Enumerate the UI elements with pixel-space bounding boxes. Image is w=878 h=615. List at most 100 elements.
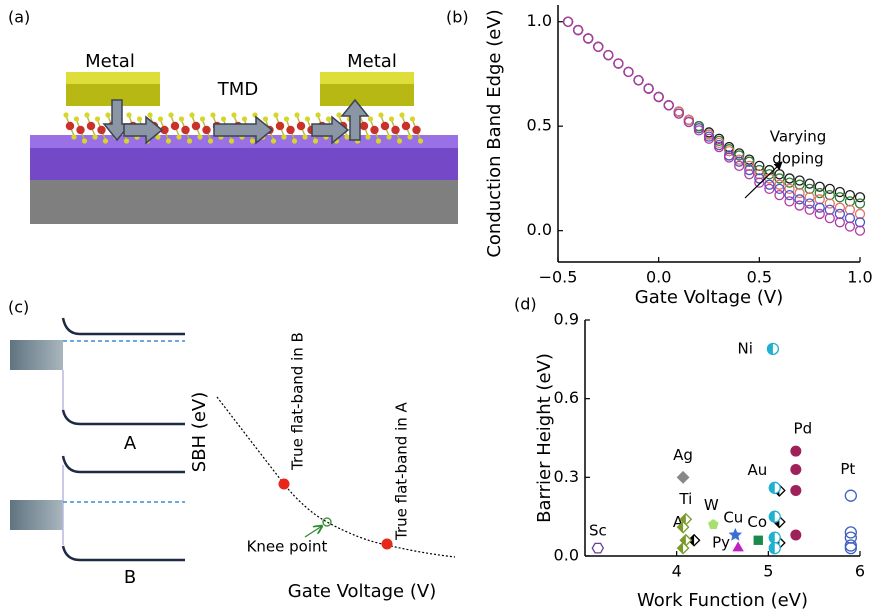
data-point	[774, 189, 785, 201]
marker-shape	[844, 539, 857, 552]
chalcogen-atom	[344, 134, 350, 140]
marker-shape	[804, 198, 815, 209]
metal-atom	[191, 121, 201, 131]
data-point	[676, 541, 690, 555]
marker-shape	[804, 178, 815, 189]
marker-shape	[834, 208, 846, 220]
data-point	[844, 539, 857, 552]
knee-point	[322, 517, 332, 527]
y-tick-label: 0.3	[554, 467, 579, 486]
marker-shape	[784, 173, 795, 184]
marker-shape	[844, 212, 856, 224]
annotation: True flat-band in A	[393, 401, 411, 541]
chalcogen-atom	[294, 112, 300, 118]
data-point	[703, 133, 715, 144]
x-tick-label: 4	[672, 562, 682, 581]
data-point	[794, 175, 805, 186]
data-point	[790, 445, 802, 457]
chalcogen-atom	[228, 138, 235, 144]
data-point	[591, 542, 605, 554]
marker-shape	[744, 164, 755, 176]
x-tick-label: −0.5	[539, 268, 578, 287]
marker-shape	[844, 196, 856, 207]
chalcogen-atom	[291, 138, 298, 144]
arrow	[340, 98, 370, 141]
data-point	[784, 177, 795, 188]
data-point	[854, 225, 866, 236]
contact	[10, 340, 63, 370]
sbh-sketch	[214, 322, 476, 558]
marker-shape	[764, 169, 775, 180]
metal-atom	[401, 121, 411, 131]
chalcogen-atom	[407, 134, 413, 140]
chalcogen-atom	[71, 134, 77, 140]
data-point	[854, 208, 866, 220]
marker-shape	[794, 200, 805, 211]
data-point	[804, 183, 815, 195]
data-point	[723, 152, 735, 163]
chalcogen-atom	[207, 138, 214, 144]
chalcogen-atom	[102, 138, 109, 144]
data-point	[814, 208, 825, 220]
metal-atom	[275, 121, 285, 131]
chalcogen-atom	[81, 138, 88, 144]
marker-shape	[824, 183, 835, 195]
data-point	[824, 189, 835, 201]
device-illustration: Metal TMD Metal	[30, 51, 458, 224]
data-point	[734, 150, 745, 161]
marker-shape	[562, 16, 574, 27]
marker-shape	[603, 49, 614, 61]
metal-atom	[170, 121, 180, 131]
data-point	[790, 529, 802, 541]
chalcogen-atom	[165, 138, 172, 144]
chalcogen-atom	[186, 138, 193, 144]
arrow	[213, 115, 274, 145]
y-axis-title: Conduction Band Edge (eV)	[484, 9, 505, 257]
chalcogen-atom	[178, 116, 185, 122]
data-point	[562, 16, 574, 27]
marker-shape	[744, 169, 755, 180]
chalcogen-atom	[312, 138, 319, 144]
point-label: Sc	[589, 522, 607, 540]
substrate	[30, 180, 458, 224]
chalcogen-atom	[199, 116, 206, 122]
y-tick-label: 0.6	[554, 388, 579, 407]
data-point	[844, 526, 857, 539]
data-point	[754, 173, 765, 184]
point-label: Ti	[678, 490, 692, 508]
chalcogen-atom	[399, 112, 405, 118]
marker-fill	[767, 343, 773, 355]
chalcogen-atom	[126, 112, 132, 118]
data-point	[673, 106, 684, 117]
chalcogen-atom	[94, 116, 101, 122]
chalcogen-atom	[283, 116, 290, 122]
chalcogen-atom	[409, 116, 416, 122]
marker-shape	[613, 58, 624, 69]
annotation: doping	[772, 150, 823, 168]
chalcogen-atom	[92, 134, 98, 140]
data-point	[834, 186, 846, 198]
point-label: Pt	[840, 460, 855, 478]
data-point	[794, 200, 805, 211]
annotation: Knee point	[247, 538, 328, 556]
data-point	[768, 481, 781, 494]
metal-atom	[296, 121, 306, 131]
chalcogen-atom	[281, 134, 287, 140]
data-point	[844, 212, 856, 224]
data-point	[824, 204, 835, 215]
data-point	[693, 125, 705, 136]
metal-atom	[370, 125, 379, 135]
marker-shape	[790, 529, 802, 541]
data-point	[764, 179, 775, 190]
data-point	[854, 198, 866, 209]
x-tick-label: 6	[855, 562, 865, 581]
marker-shape	[774, 179, 785, 190]
metal-atom	[181, 125, 190, 135]
data-point	[683, 116, 695, 128]
chalcogen-atom	[147, 112, 153, 118]
data-point	[663, 100, 674, 111]
metal-atom	[97, 125, 106, 135]
marker-shape	[854, 225, 866, 236]
marker-shape	[794, 187, 805, 199]
data-point	[673, 108, 684, 119]
